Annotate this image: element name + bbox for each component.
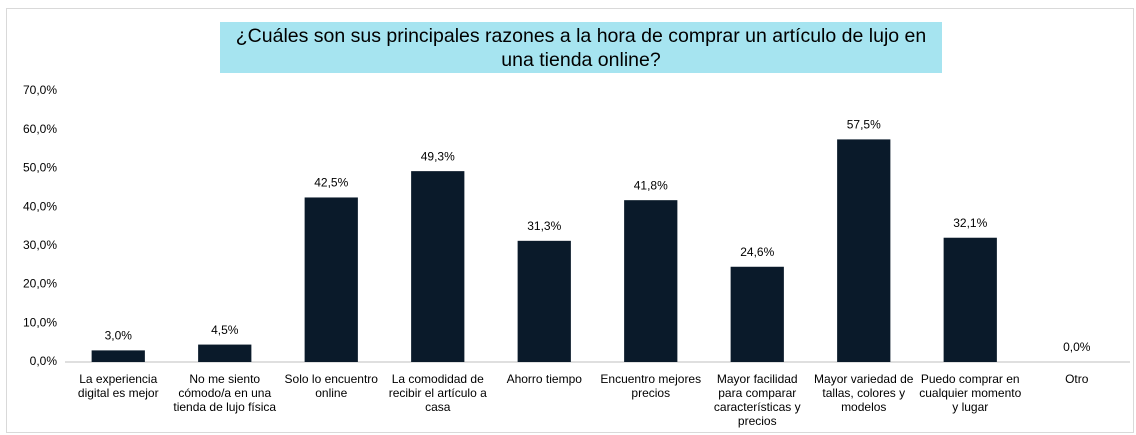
value-label: 24,6% xyxy=(740,245,774,259)
value-label: 4,5% xyxy=(211,323,239,337)
bar xyxy=(411,171,465,362)
value-label: 32,1% xyxy=(953,216,987,230)
bar xyxy=(837,139,891,362)
x-tick-label: Solo lo encuentro online xyxy=(284,372,378,400)
bar xyxy=(517,240,571,362)
bar xyxy=(943,237,997,362)
y-tick-label: 40,0% xyxy=(23,199,57,213)
bar xyxy=(730,266,784,362)
y-tick-label: 0,0% xyxy=(30,354,58,368)
x-tick-label: La experiencia digital es mejor xyxy=(77,372,159,400)
value-label: 42,5% xyxy=(314,176,348,190)
value-label: 0,0% xyxy=(1063,340,1091,354)
x-tick-label: Mayor facilidad para comparar caracterís… xyxy=(713,372,801,428)
x-tick-label: Otro xyxy=(1065,372,1089,386)
bar xyxy=(624,200,678,362)
bar xyxy=(198,344,252,362)
y-tick-label: 10,0% xyxy=(23,315,57,329)
x-tick-label: Mayor variedad de tallas, colores y mode… xyxy=(814,372,914,414)
x-tick-label: La comodidad de recibir el artículo a ca… xyxy=(388,372,487,414)
bar xyxy=(91,350,145,362)
y-tick-label: 60,0% xyxy=(23,122,57,136)
value-label: 3,0% xyxy=(105,329,133,343)
value-label: 49,3% xyxy=(421,149,455,163)
y-tick-label: 20,0% xyxy=(23,277,57,291)
y-tick-label: 30,0% xyxy=(23,238,57,252)
value-label: 41,8% xyxy=(634,178,668,192)
x-tick-label: Encuentro mejores precios xyxy=(600,372,702,400)
bar xyxy=(304,197,358,362)
chart-frame xyxy=(6,8,1134,433)
y-tick-label: 50,0% xyxy=(23,161,57,175)
x-tick-label: Ahorro tiempo xyxy=(506,372,582,386)
value-label: 31,3% xyxy=(527,219,561,233)
value-label: 57,5% xyxy=(847,118,881,132)
y-tick-label: 70,0% xyxy=(23,83,57,97)
x-tick-label: Puedo comprar en cualquier momento y lug… xyxy=(919,372,1022,414)
x-tick-label: No me siento cómodo/a en una tienda de l… xyxy=(173,372,277,414)
chart-title: ¿Cuáles son sus principales razones a la… xyxy=(220,22,942,73)
